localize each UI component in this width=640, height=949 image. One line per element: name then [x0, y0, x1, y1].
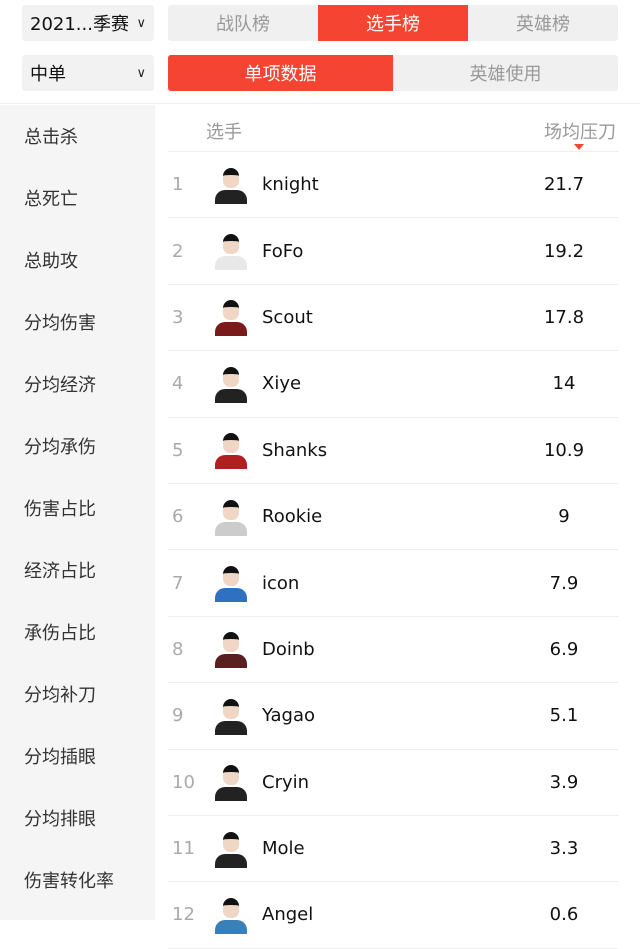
avatar	[212, 364, 250, 403]
tab-single-stats[interactable]: 单项数据	[168, 55, 393, 91]
table-row[interactable]: 1 knight 21.7	[168, 152, 618, 219]
sidebar-item[interactable]: 分均伤害	[24, 313, 96, 334]
stat-sidebar: 总击杀总死亡总助攻分均伤害分均经济分均承伤伤害占比经济占比承伤占比分均补刀分均插…	[0, 105, 155, 920]
table-row[interactable]: 7 icon 7.9	[168, 550, 618, 617]
avatar	[212, 232, 250, 271]
player-name: icon	[262, 572, 300, 594]
avatar	[212, 630, 250, 669]
table-row[interactable]: 9 Yagao 5.1	[168, 683, 618, 750]
sidebar-item[interactable]: 分均排眼	[24, 809, 96, 830]
stat-value: 9	[558, 506, 570, 528]
rank: 11	[172, 838, 195, 860]
sidebar-item[interactable]: 总助攻	[24, 251, 78, 272]
position-value: 中单	[30, 64, 66, 85]
rank: 6	[172, 506, 184, 528]
rank: 7	[172, 572, 184, 594]
avatar	[212, 564, 250, 603]
stat-value: 3.3	[549, 838, 579, 860]
player-name: Doinb	[262, 638, 315, 660]
position-select[interactable]: 中单 ∨	[22, 55, 154, 91]
season-value: 2021...季赛	[30, 14, 129, 35]
sidebar-item[interactable]: 伤害转化率	[24, 871, 114, 892]
table-row[interactable]: 2 FoFo 19.2	[168, 218, 618, 285]
table-row[interactable]: 10 Cryin 3.9	[168, 750, 618, 816]
rank: 4	[172, 373, 184, 395]
table-row[interactable]: 3 Scout 17.8	[168, 285, 618, 352]
rank: 10	[172, 771, 195, 793]
player-name: Shanks	[262, 439, 328, 461]
player-name: Xiye	[262, 373, 302, 395]
stat-value: 3.9	[549, 771, 579, 793]
stat-value: 17.8	[543, 306, 585, 328]
player-name: Angel	[262, 904, 314, 926]
player-name: Mole	[262, 838, 305, 860]
rank: 1	[172, 174, 184, 196]
player-name: Rookie	[262, 506, 323, 528]
rank: 9	[172, 705, 184, 727]
sidebar-item[interactable]: 分均插眼	[24, 747, 96, 768]
avatar	[212, 763, 250, 802]
avatar	[212, 497, 250, 536]
sidebar-item[interactable]: 分均补刀	[24, 685, 96, 706]
sidebar-item[interactable]: 伤害占比	[24, 499, 96, 520]
table-header: 选手 场均压刀	[168, 110, 618, 152]
player-name: FoFo	[262, 240, 304, 262]
sort-desc-icon	[574, 144, 584, 150]
avatar	[212, 895, 250, 934]
table-row[interactable]: 8 Doinb 6.9	[168, 617, 618, 684]
rank: 2	[172, 240, 184, 262]
sidebar-item[interactable]: 分均承伤	[24, 437, 96, 458]
sub-tabs: 单项数据 英雄使用	[168, 55, 618, 91]
sidebar-item[interactable]: 总击杀	[24, 127, 78, 148]
avatar	[212, 165, 250, 204]
season-select[interactable]: 2021...季赛 ∨	[22, 5, 154, 41]
stat-value: 10.9	[543, 439, 585, 461]
sidebar-item[interactable]: 总死亡	[24, 189, 78, 210]
rank: 8	[172, 638, 184, 660]
rank: 3	[172, 306, 184, 328]
stat-value: 21.7	[543, 174, 585, 196]
tab-hero-usage[interactable]: 英雄使用	[469, 64, 542, 85]
divider	[0, 103, 640, 104]
sidebar-item[interactable]: 经济占比	[24, 561, 96, 582]
col-stat[interactable]: 场均压刀	[544, 122, 616, 143]
rank: 12	[172, 904, 195, 926]
player-table: 1 knight 21.7 2 FoFo 19.2 3 Scout 17.8 4 Xi…	[168, 152, 618, 949]
table-row[interactable]: 4 Xiye 14	[168, 351, 618, 418]
table-row[interactable]: 5 Shanks 10.9	[168, 418, 618, 484]
tab-hero-rank[interactable]: 英雄榜	[516, 14, 570, 35]
player-name: knight	[262, 174, 319, 196]
chevron-down-icon: ∨	[136, 15, 146, 31]
rank: 5	[172, 439, 184, 461]
stat-value: 6.9	[549, 638, 579, 660]
table-row[interactable]: 11 Mole 3.3	[168, 816, 618, 883]
tab-team-rank[interactable]: 战队榜	[216, 14, 270, 35]
table-row[interactable]: 12 Angel 0.6	[168, 882, 618, 949]
chevron-down-icon: ∨	[136, 65, 146, 81]
player-name: Yagao	[262, 705, 316, 727]
col-player: 选手	[206, 122, 242, 143]
stat-value: 0.6	[549, 904, 579, 926]
player-name: Scout	[262, 306, 313, 328]
table-row[interactable]: 6 Rookie 9	[168, 484, 618, 551]
avatar	[212, 696, 250, 735]
avatar	[212, 829, 250, 868]
main-tabs: 战队榜 选手榜 英雄榜	[168, 5, 618, 41]
stat-value: 7.9	[549, 572, 579, 594]
stat-value: 19.2	[543, 240, 585, 262]
stat-value: 5.1	[549, 705, 579, 727]
player-name: Cryin	[262, 771, 310, 793]
sidebar-item[interactable]: 分均经济	[24, 375, 96, 396]
avatar	[212, 431, 250, 470]
avatar	[212, 298, 250, 337]
stat-value: 14	[552, 373, 576, 395]
tab-player-rank[interactable]: 选手榜	[318, 5, 468, 41]
sidebar-item[interactable]: 承伤占比	[24, 623, 96, 644]
